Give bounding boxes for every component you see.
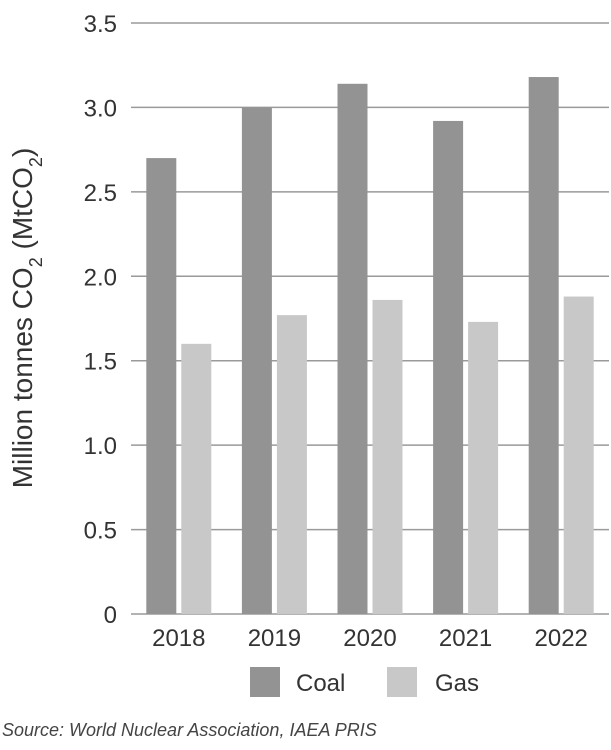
source-note: Source: World Nuclear Association, IAEA …	[2, 720, 377, 740]
x-tick-label: 2021	[439, 625, 492, 652]
legend: Coal Gas	[250, 667, 479, 697]
y-tick-labels: 0 0.5 1.0 1.5 2.0 2.5 3.0 3.5	[84, 11, 117, 629]
legend-label-gas: Gas	[435, 670, 479, 697]
legend-label-coal: Coal	[296, 670, 345, 697]
y-tick-label: 0	[104, 602, 117, 629]
bar-gas-2021	[468, 321, 499, 614]
y-tick-label: 2.5	[84, 180, 117, 207]
bar-coal-2021	[433, 120, 464, 615]
x-tick-label: 2018	[152, 625, 205, 652]
bar-coal-2020	[337, 83, 368, 614]
bar-coal-2019	[241, 107, 272, 614]
legend-swatch-coal	[250, 667, 280, 697]
y-tick-label: 3.5	[84, 11, 117, 38]
y-tick-label: 1.5	[84, 349, 117, 376]
y-tick-label: 1.0	[84, 433, 117, 460]
x-tick-label: 2020	[343, 625, 396, 652]
bars	[146, 77, 594, 615]
bar-chart: 00.51.01.52.02.53.03.5 2018 2019 2020 2021 2…	[7, 11, 609, 697]
y-tick-label: 0.5	[84, 518, 117, 545]
y-axis-label: Million tonnes CO2 (MtCO2)	[7, 148, 46, 489]
bar-gas-2020	[372, 299, 403, 614]
bar-gas-2022	[563, 296, 594, 614]
bar-gas-2018	[181, 343, 212, 614]
x-tick-labels: 2018 2019 2020 2021 2022	[152, 625, 588, 652]
legend-swatch-gas	[387, 667, 417, 697]
bar-coal-2018	[146, 158, 177, 615]
bar-gas-2019	[276, 315, 307, 614]
x-tick-label: 2022	[535, 625, 588, 652]
x-tick-label: 2019	[248, 625, 301, 652]
y-tick-label: 3.0	[84, 95, 117, 122]
bar-coal-2022	[528, 77, 559, 614]
y-tick-label: 2.0	[84, 264, 117, 291]
